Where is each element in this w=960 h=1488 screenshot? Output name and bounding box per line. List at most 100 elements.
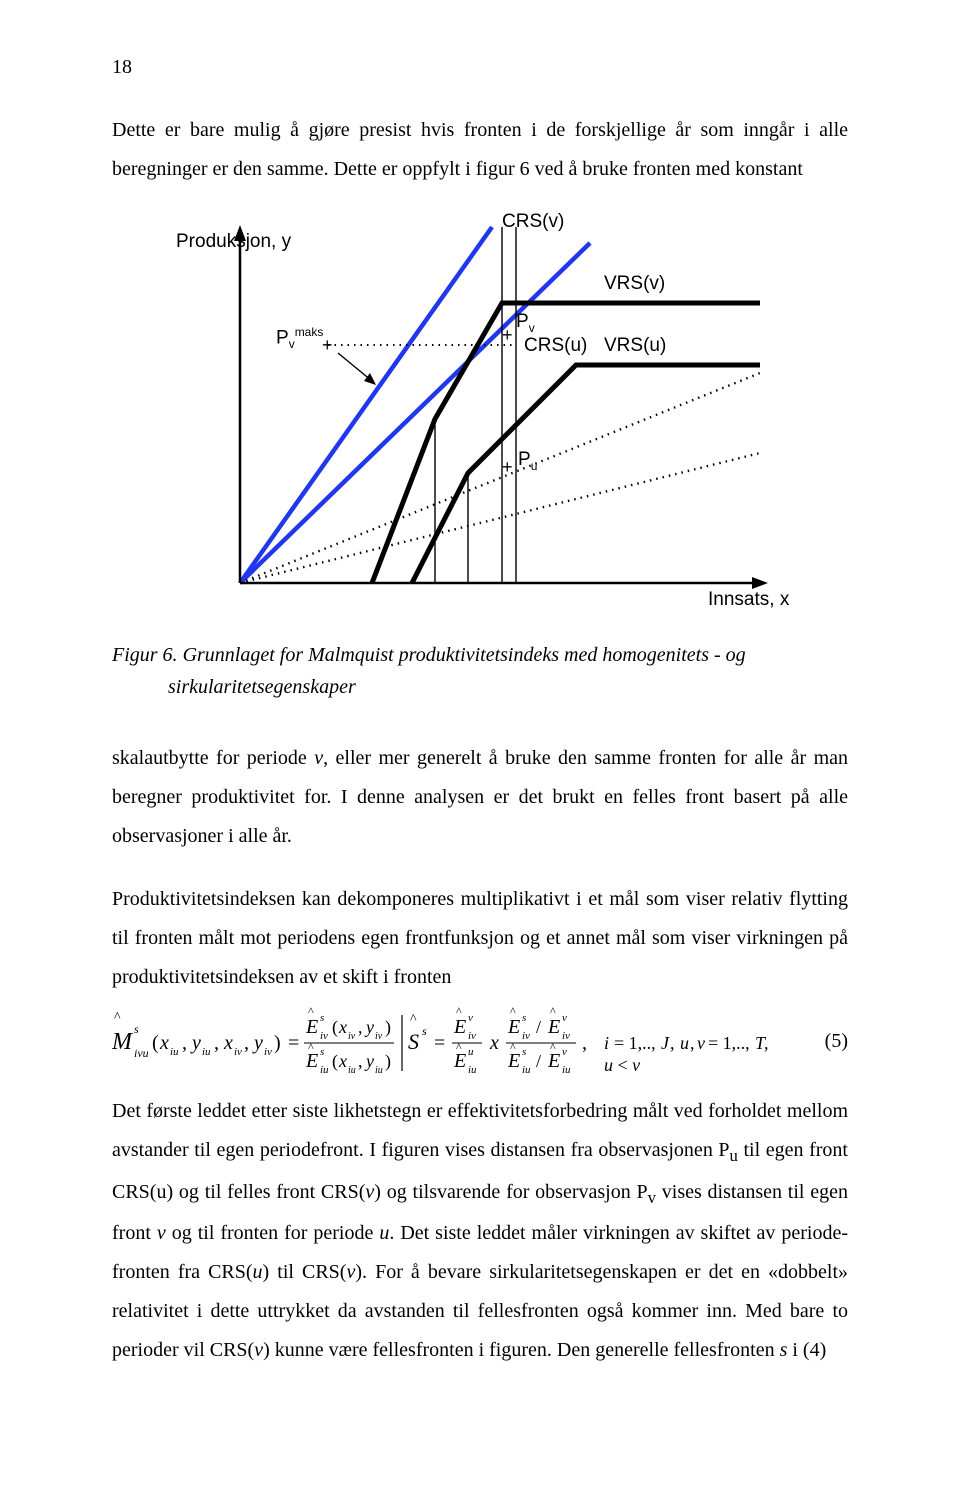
svg-text:=: = bbox=[434, 1032, 445, 1054]
label-crs-v: CRS(v) bbox=[502, 211, 564, 233]
svg-text:): ) bbox=[274, 1032, 281, 1054]
svg-text:x: x bbox=[223, 1032, 233, 1054]
svg-text:y: y bbox=[252, 1032, 263, 1054]
label-crs-u: CRS(u) bbox=[524, 335, 587, 357]
svg-text:(: ( bbox=[152, 1032, 159, 1054]
svg-text:y: y bbox=[364, 1017, 374, 1037]
svg-text:E: E bbox=[547, 1050, 560, 1072]
svg-text:y: y bbox=[364, 1051, 374, 1071]
plus-pv: + bbox=[502, 325, 513, 346]
svg-text:,: , bbox=[690, 1033, 695, 1053]
paragraph-2: skalautbytte for periode v, eller mer ge… bbox=[112, 739, 848, 856]
para4-u2: u bbox=[379, 1222, 389, 1244]
svg-text:u: u bbox=[680, 1033, 689, 1053]
svg-text:x: x bbox=[338, 1051, 347, 1071]
svg-text:,: , bbox=[358, 1051, 363, 1071]
svg-text:,: , bbox=[214, 1032, 219, 1054]
para4-j: i (4) bbox=[787, 1339, 826, 1361]
label-pv-sub: v bbox=[529, 321, 535, 335]
svg-text:iu: iu bbox=[562, 1064, 571, 1075]
svg-text:E: E bbox=[507, 1050, 520, 1072]
svg-text:E: E bbox=[453, 1050, 466, 1072]
label-vrs-u: VRS(u) bbox=[604, 335, 666, 357]
svg-text:u: u bbox=[468, 1046, 474, 1058]
svg-text:iu: iu bbox=[348, 1065, 356, 1075]
svg-text:=: = bbox=[288, 1032, 299, 1054]
svg-text:x: x bbox=[489, 1032, 499, 1054]
svg-text:,: , bbox=[182, 1032, 187, 1054]
caption-rest: Grunnlaget for Malmquist produktivitetsi… bbox=[168, 644, 746, 698]
svg-text:= 1,..,: = 1,.., bbox=[614, 1033, 656, 1053]
svg-text:iv: iv bbox=[468, 1030, 476, 1042]
svg-text:iv: iv bbox=[375, 1031, 383, 1042]
para2-v: v bbox=[314, 747, 323, 769]
svg-text:(: ( bbox=[332, 1017, 338, 1038]
svg-text:s: s bbox=[522, 1012, 526, 1024]
equation-5: ^ M s ivu ( x iu , y iu , x iv , y iv ) … bbox=[112, 1007, 848, 1076]
svg-text:iu: iu bbox=[170, 1046, 179, 1058]
svg-text:,: , bbox=[358, 1017, 363, 1037]
svg-text:,: , bbox=[582, 1032, 587, 1054]
svg-text:s: s bbox=[320, 1012, 324, 1024]
label-vrs-v: VRS(v) bbox=[604, 273, 665, 295]
figure-6: Produksjon, y CRS(v) VRS(v) CRS(u) VRS(u… bbox=[112, 213, 848, 703]
svg-text:x: x bbox=[159, 1032, 169, 1054]
para4-v2: v bbox=[648, 1188, 656, 1207]
svg-text:,: , bbox=[670, 1033, 675, 1053]
para4-g: ) til CRS( bbox=[263, 1261, 347, 1283]
page-number: 18 bbox=[112, 56, 848, 79]
svg-text:iu: iu bbox=[320, 1064, 329, 1075]
para2-a: skalautbytte for periode bbox=[112, 747, 314, 769]
svg-text:v: v bbox=[562, 1046, 567, 1058]
label-pv-maks-sup: maks bbox=[295, 325, 324, 339]
svg-text:v: v bbox=[468, 1012, 473, 1024]
para4-c: ) og tilsvarende for observasjon P bbox=[374, 1181, 647, 1203]
svg-text:s: s bbox=[134, 1022, 139, 1036]
label-pu-sub: u bbox=[531, 459, 538, 473]
paragraph-1: Dette er bare mulig å gjøre presist hvis… bbox=[112, 111, 848, 189]
svg-text:): ) bbox=[385, 1017, 391, 1038]
equation-5-number: (5) bbox=[805, 1030, 848, 1053]
svg-text:^: ^ bbox=[114, 1010, 121, 1025]
label-pu-base: P bbox=[518, 449, 531, 470]
figure-6-svg bbox=[160, 213, 800, 623]
para4-v3: v bbox=[157, 1222, 166, 1244]
svg-text:iv: iv bbox=[522, 1030, 530, 1042]
svg-text:E: E bbox=[305, 1016, 318, 1038]
svg-text:v: v bbox=[562, 1012, 567, 1024]
svg-text:ivu: ivu bbox=[134, 1046, 149, 1060]
label-produksjon-y: Produksjon, y bbox=[176, 231, 291, 253]
figure-6-caption: Figur 6. Grunnlaget for Malmquist produk… bbox=[112, 639, 848, 703]
svg-text:iv: iv bbox=[264, 1046, 272, 1058]
svg-text:iu: iu bbox=[468, 1064, 477, 1075]
svg-text:(: ( bbox=[332, 1051, 338, 1072]
svg-text:i: i bbox=[604, 1033, 609, 1053]
svg-text:/: / bbox=[536, 1051, 541, 1071]
svg-text:E: E bbox=[547, 1016, 560, 1038]
equation-5-body: ^ M s ivu ( x iu , y iu , x iv , y iv ) … bbox=[112, 1007, 805, 1076]
label-pv-maks: Pvmaks bbox=[276, 325, 323, 351]
plus-pv-maks: + bbox=[322, 335, 333, 356]
svg-text:S: S bbox=[408, 1029, 419, 1054]
svg-text:= 1,..,: = 1,.., bbox=[708, 1033, 750, 1053]
eq-tail-u: u bbox=[604, 1055, 613, 1075]
paragraph-3: Produktivitetsindeksen kan dekomponeres … bbox=[112, 880, 848, 997]
para4-i: ) kunne være fellesfronten i figuren. De… bbox=[263, 1339, 779, 1361]
svg-text:s: s bbox=[522, 1046, 526, 1058]
para4-u: u bbox=[730, 1146, 738, 1165]
caption-lead: Figur 6. bbox=[112, 644, 178, 666]
label-pv: Pv bbox=[516, 311, 535, 335]
plus-pu: + bbox=[502, 457, 513, 478]
para4-v5: v bbox=[254, 1339, 263, 1361]
svg-text:,: , bbox=[244, 1032, 249, 1054]
svg-text:s: s bbox=[320, 1046, 324, 1058]
para4-v1: v bbox=[365, 1181, 374, 1203]
svg-text:M: M bbox=[112, 1029, 134, 1055]
svg-text:s: s bbox=[422, 1024, 427, 1038]
svg-text:iv: iv bbox=[348, 1031, 356, 1042]
eq-tail-v: v bbox=[632, 1055, 640, 1075]
para4-u3: u bbox=[253, 1261, 263, 1283]
label-pv-maks-base: P bbox=[276, 327, 289, 348]
svg-text:iv: iv bbox=[562, 1030, 570, 1042]
svg-text:/: / bbox=[536, 1017, 541, 1037]
